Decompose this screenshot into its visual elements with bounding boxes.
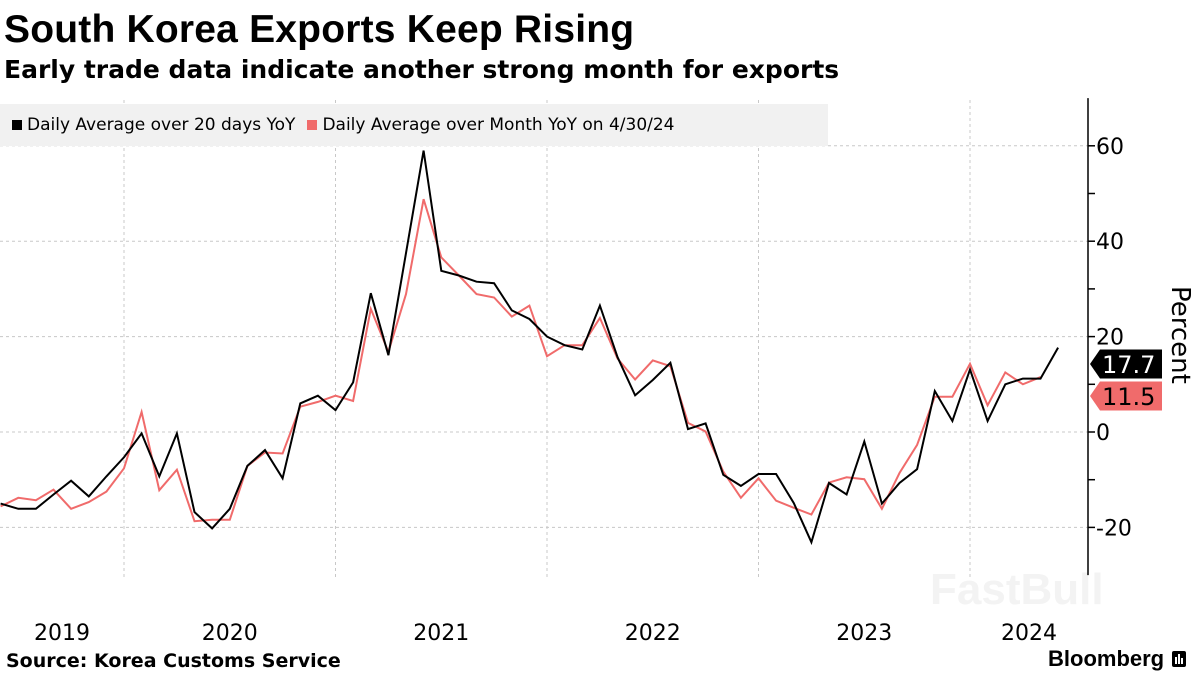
y-axis: -20 0 20 40 60 [1087,98,1132,576]
y-tick-label: 60 [1096,135,1124,160]
legend-label: Daily Average over 20 days YoY [27,115,296,135]
source-note: Source: Korea Customs Service [6,650,341,672]
chart-title: South Korea Exports Keep Rising [4,8,635,51]
watermark: FastBull [930,565,1104,614]
x-tick-label: 2022 [625,621,681,646]
last-value-badges: 17.7 11.5 [1090,349,1162,411]
x-tick-label: 2024 [1001,621,1057,646]
y-tick-label: 0 [1096,421,1110,446]
chart-subtitle: Early trade data indicate another strong… [4,55,840,84]
legend: Daily Average over 20 days YoY Daily Ave… [0,104,828,146]
y-tick-label: -20 [1096,516,1132,541]
bloomberg-logo: Bloomberg [1048,646,1187,672]
last-value-badge [1090,381,1162,411]
legend-item-20-day: Daily Average over 20 days YoY [12,115,295,135]
series-line-month [0,198,1041,523]
series-line-20-day [0,150,1059,546]
brand-name: Bloomberg [1048,646,1165,671]
legend-swatch-red [307,120,318,130]
grid [0,100,1088,578]
y-tick-label: 40 [1096,230,1124,255]
y-axis-label: Percent [1165,286,1195,384]
last-value-label: 11.5 [1102,383,1155,411]
y-tick-label: 20 [1096,326,1124,351]
x-tick-label: 2023 [836,621,892,646]
x-axis-labels: 2019 2020 2021 2022 2023 2024 [34,621,1057,646]
series-lines [0,150,1059,546]
x-tick-label: 2021 [413,621,469,646]
legend-swatch-black [12,120,22,130]
bloomberg-chart-icon [1172,651,1187,667]
last-value-badge [1090,349,1162,379]
x-tick-label: 2020 [202,621,258,646]
legend-item-month: Daily Average over Month YoY on 4/30/24 [307,115,675,135]
legend-label: Daily Average over Month YoY on 4/30/24 [322,115,675,135]
x-tick-label: 2019 [34,621,90,646]
last-value-label: 17.7 [1102,351,1155,379]
